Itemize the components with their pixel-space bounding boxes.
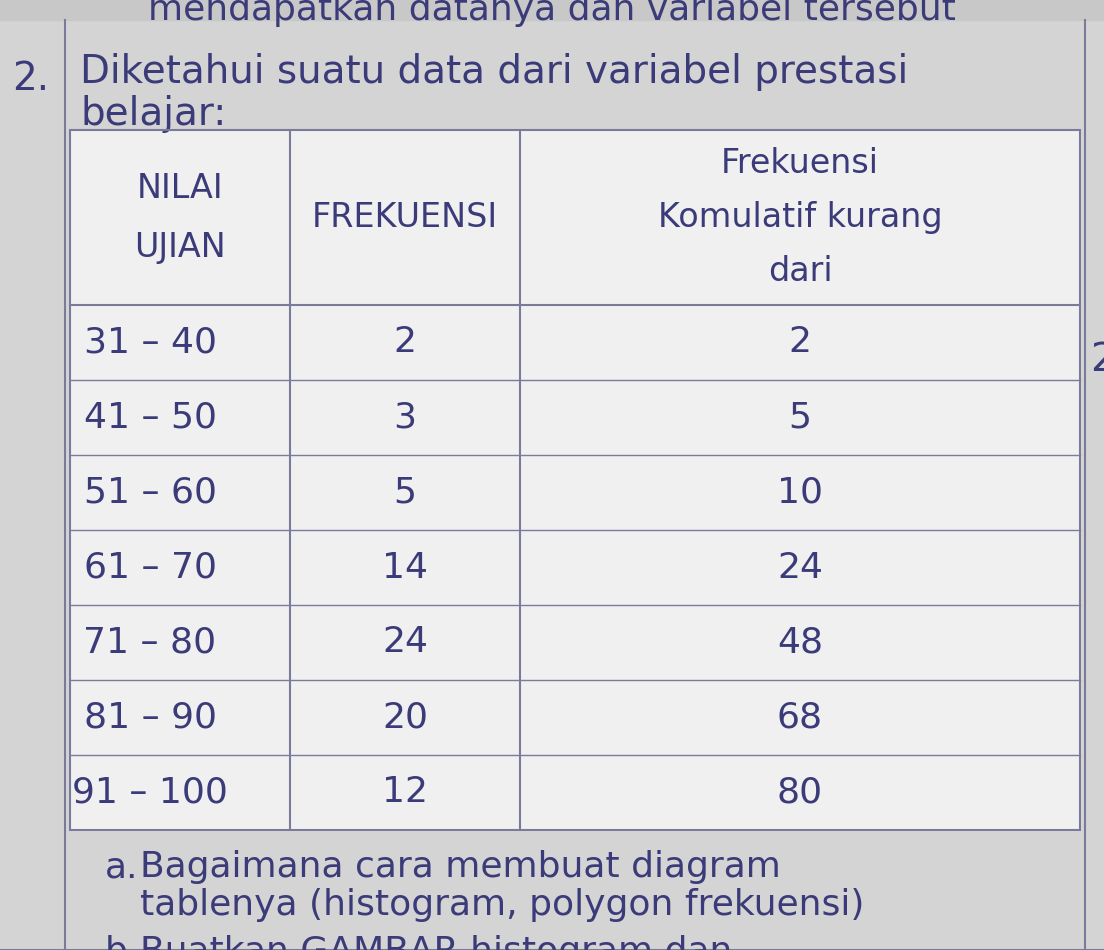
Text: 12: 12 <box>382 775 428 809</box>
Text: 71 – 80: 71 – 80 <box>84 625 216 659</box>
Bar <box>0 0 1104 20</box>
Text: 14: 14 <box>382 550 428 584</box>
Text: 61 – 70: 61 – 70 <box>84 550 216 584</box>
Text: belajar:: belajar: <box>79 95 226 133</box>
Text: 2: 2 <box>788 326 811 359</box>
Text: 51 – 60: 51 – 60 <box>84 476 216 509</box>
Bar <box>70 130 1080 830</box>
Text: 41 – 50: 41 – 50 <box>84 401 216 434</box>
Text: tablenya (histogram, polygon frekuensi): tablenya (histogram, polygon frekuensi) <box>140 888 864 922</box>
Text: 20: 20 <box>382 700 428 734</box>
Text: 3: 3 <box>393 401 416 434</box>
Text: NILAI
UJIAN: NILAI UJIAN <box>134 172 226 263</box>
Text: FREKUENSI: FREKUENSI <box>312 201 498 234</box>
Text: 24: 24 <box>382 625 428 659</box>
Text: b.: b. <box>105 935 139 950</box>
Text: 91 – 100: 91 – 100 <box>72 775 227 809</box>
Text: 2: 2 <box>1090 341 1104 379</box>
Text: 24: 24 <box>777 550 822 584</box>
Text: Buatkan GAMBAR histogram dan: Buatkan GAMBAR histogram dan <box>140 935 732 950</box>
Text: a.: a. <box>105 850 138 884</box>
Text: 2.: 2. <box>12 60 49 98</box>
Text: 10: 10 <box>777 476 822 509</box>
Text: 2: 2 <box>393 326 416 359</box>
Text: Diketahui suatu data dari variabel prestasi: Diketahui suatu data dari variabel prest… <box>79 53 909 91</box>
Text: 48: 48 <box>777 625 824 659</box>
Text: mendapatkan datanya dan variabel tersebut: mendapatkan datanya dan variabel tersebu… <box>148 0 956 27</box>
Text: Bagaimana cara membuat diagram: Bagaimana cara membuat diagram <box>140 850 781 884</box>
Text: Frekuensi
Komulatif kurang
dari: Frekuensi Komulatif kurang dari <box>658 147 943 288</box>
Text: 5: 5 <box>393 476 416 509</box>
Text: 80: 80 <box>777 775 824 809</box>
Text: 81 – 90: 81 – 90 <box>84 700 216 734</box>
Text: 68: 68 <box>777 700 824 734</box>
Text: 31 – 40: 31 – 40 <box>84 326 216 359</box>
Bar <box>70 130 1080 830</box>
Text: 5: 5 <box>788 401 811 434</box>
